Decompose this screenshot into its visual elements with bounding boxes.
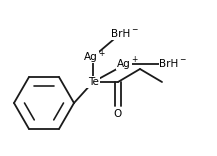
Text: +: + xyxy=(131,56,137,64)
Text: Ag: Ag xyxy=(117,59,131,69)
Text: BrH: BrH xyxy=(111,29,131,39)
Text: +: + xyxy=(98,49,104,58)
Text: Ag: Ag xyxy=(84,52,98,62)
Text: O: O xyxy=(114,109,122,119)
Text: BrH: BrH xyxy=(159,59,179,69)
Text: Te: Te xyxy=(88,77,99,87)
Text: −: − xyxy=(131,25,137,34)
Text: −: − xyxy=(179,56,185,64)
